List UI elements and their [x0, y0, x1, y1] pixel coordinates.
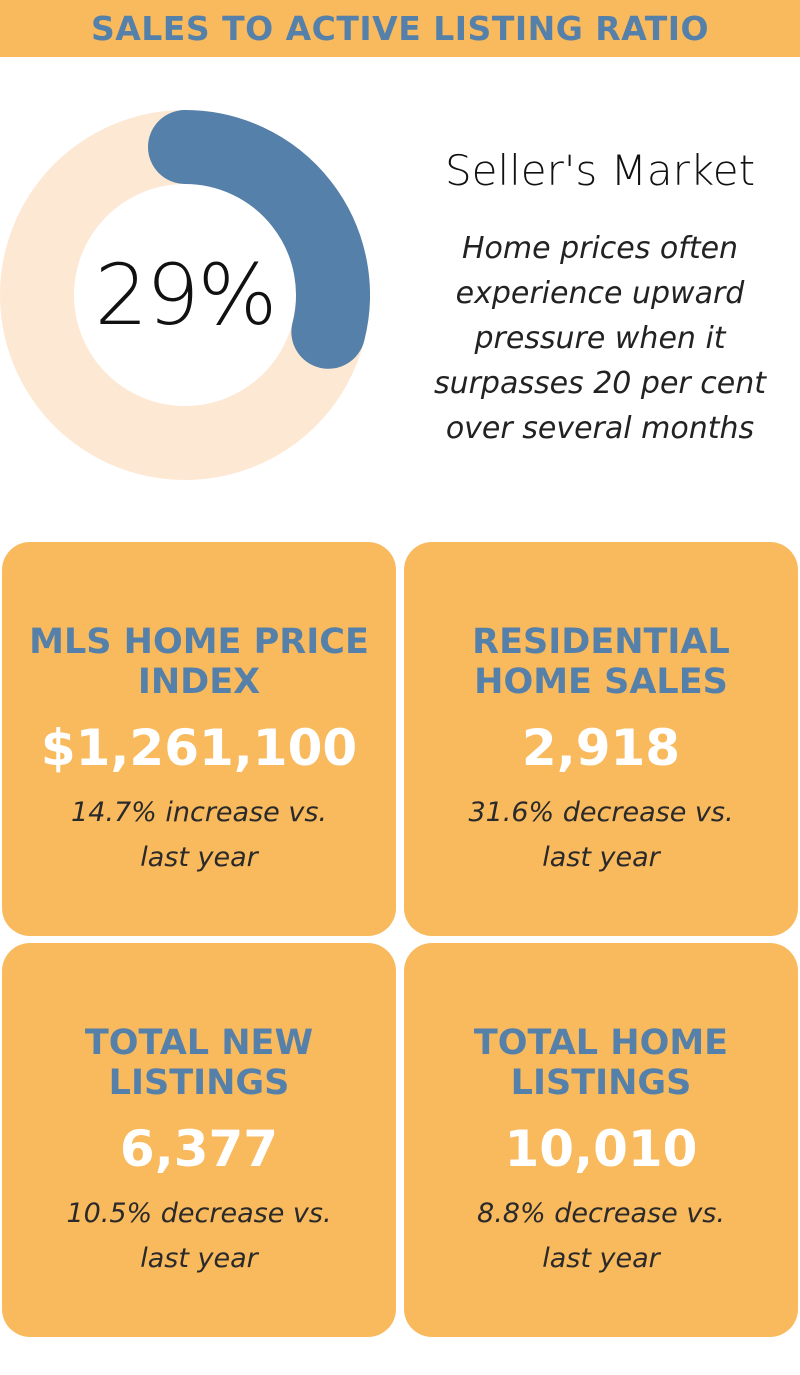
card-value: 6,377 — [119, 1120, 279, 1178]
card-title: TOTAL NEW LISTINGS — [84, 1023, 314, 1103]
card-new-listings: TOTAL NEW LISTINGS 6,377 10.5% decrease … — [2, 943, 396, 1337]
card-title: RESIDENTIAL HOME SALES — [472, 622, 730, 702]
card-title: MLS HOME PRICE INDEX — [29, 622, 369, 702]
card-change: 10.5% decrease vs. last year — [66, 1198, 332, 1274]
card-home-price-index: MLS HOME PRICE INDEX $1,261,100 14.7% in… — [2, 542, 396, 936]
donut-value-slice — [148, 110, 370, 369]
market-description: Home prices often experience upward pres… — [433, 231, 767, 446]
card-change: 31.6% decrease vs. last year — [468, 797, 734, 873]
donut-svg — [0, 110, 370, 480]
ratio-value: 29% — [94, 246, 278, 344]
header-banner: SALES TO ACTIVE LISTING RATIO — [0, 0, 800, 57]
market-label: Seller's Market — [444, 146, 756, 195]
ratio-donut-chart: 29% — [0, 110, 370, 480]
card-value: 2,918 — [521, 719, 681, 777]
card-change: 14.7% increase vs. last year — [71, 797, 327, 873]
card-title: TOTAL HOME LISTINGS — [473, 1023, 729, 1103]
card-change: 8.8% decrease vs. last year — [477, 1198, 725, 1274]
card-value: 10,010 — [504, 1120, 698, 1178]
card-value: $1,261,100 — [40, 719, 358, 777]
card-home-listings: TOTAL HOME LISTINGS 10,010 8.8% decrease… — [404, 943, 798, 1337]
page-title: SALES TO ACTIVE LISTING RATIO — [90, 9, 710, 48]
card-residential-sales: RESIDENTIAL HOME SALES 2,918 31.6% decre… — [404, 542, 798, 936]
